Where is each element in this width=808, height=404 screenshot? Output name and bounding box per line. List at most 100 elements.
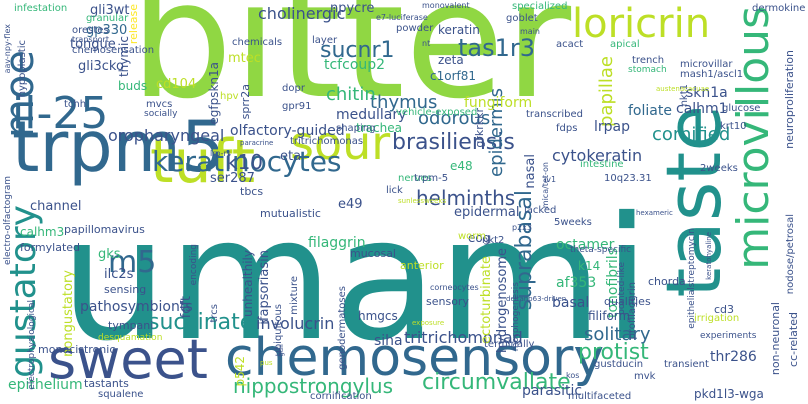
word-cd3: cd3 bbox=[714, 303, 735, 316]
word-gli3wt: gli3wt bbox=[90, 3, 130, 18]
word-cc-related: cc-related bbox=[787, 312, 800, 367]
word-trench: trench bbox=[632, 55, 665, 66]
word-keratinocytes: keratinocytes bbox=[152, 145, 342, 178]
word-encoding: encoding bbox=[189, 244, 199, 286]
word-transient: transient bbox=[664, 359, 709, 370]
word-sour: sour bbox=[290, 116, 391, 170]
word-gks: gks bbox=[98, 247, 121, 262]
word-basal: basal bbox=[552, 295, 590, 311]
word-involucrin: involucrin bbox=[256, 314, 335, 333]
word-genodermatoses: genodermatoses bbox=[337, 286, 348, 370]
word-p542: p542 bbox=[233, 356, 247, 387]
word-chemosensory: chemosensory bbox=[225, 328, 605, 388]
word-shaping: shaping bbox=[336, 123, 376, 134]
word-tbcs: tbcs bbox=[240, 185, 264, 198]
word-ectoturbinate: ectoturbinate bbox=[479, 256, 494, 345]
word-papillae: papillae bbox=[596, 56, 617, 127]
word-electrophysiological: electrophysiological bbox=[27, 300, 37, 390]
word-ifapsoriasin: ifapsoriasin bbox=[257, 250, 272, 325]
word-hypoplastic: hypoplastic bbox=[17, 40, 28, 98]
word-cornified: cornified bbox=[652, 124, 731, 145]
word-epithelium: epithelium bbox=[8, 377, 83, 393]
word-stomach: stomach bbox=[628, 65, 667, 75]
word-powder: powder bbox=[396, 23, 434, 34]
word-p2x3: p2x3 bbox=[512, 223, 532, 232]
word-zeta: zeta bbox=[438, 53, 464, 67]
word-keratin: keratin bbox=[438, 23, 480, 37]
word-non-neuronal: non-neuronal bbox=[769, 302, 782, 376]
word-socially: socially bbox=[144, 109, 178, 119]
word-gp330: gp330 bbox=[86, 23, 128, 38]
word-fungiform: fungiform bbox=[464, 95, 533, 111]
word-5weeks: 5weeks bbox=[554, 217, 592, 228]
word-2weeks: 2weeks bbox=[700, 163, 738, 174]
word-loricrin: loricrin bbox=[572, 1, 711, 47]
word-chemosensation: chemosensation bbox=[72, 45, 155, 56]
word-experiments: experiments bbox=[700, 331, 757, 341]
word-tympani: tympani bbox=[108, 319, 154, 332]
word-calhm3: calhm3 bbox=[20, 225, 65, 239]
word-morphogenesis: morphogenesis bbox=[511, 282, 521, 352]
word-mtec: mtec bbox=[228, 51, 261, 66]
word-pointed-like: pointed-like bbox=[617, 262, 627, 315]
word-tongue: tongue bbox=[70, 37, 116, 52]
word-dopr: dopr bbox=[282, 83, 305, 94]
word-nodose-petrosal: nodose/petrosal bbox=[785, 214, 796, 295]
word-circumvallate: circumvallate bbox=[422, 370, 571, 395]
word-sucnr1: sucnr1 bbox=[320, 38, 395, 63]
word-nt: nt bbox=[422, 39, 431, 48]
word-mvk: mvk bbox=[634, 371, 656, 382]
word-papillomavirus: papillomavirus bbox=[64, 223, 145, 236]
word-sprr2a: sprr2a bbox=[239, 84, 252, 120]
word-channel: channel bbox=[30, 199, 82, 214]
word-infestation: infestation bbox=[14, 3, 68, 14]
word-anterior: anterior bbox=[400, 259, 444, 272]
word-lacked: lacked bbox=[524, 205, 557, 216]
word-buds: buds bbox=[118, 79, 148, 93]
word-octamer: octamer bbox=[556, 237, 615, 253]
word-sensing: sensing bbox=[104, 283, 147, 296]
word-electro-olfactogram: electro-olfactogram bbox=[3, 176, 13, 266]
word-tuft: tuft bbox=[150, 127, 256, 197]
word-fdps: fdps bbox=[556, 123, 578, 134]
word-gustducin: gustducin bbox=[594, 359, 644, 370]
word-acact: acact bbox=[556, 39, 584, 50]
word-profilaggrin: profilaggrin bbox=[627, 282, 638, 340]
word-gli3cko: gli3cko bbox=[78, 59, 124, 74]
word-tchh: tchh bbox=[64, 99, 87, 110]
word-orestes: orestes bbox=[72, 25, 109, 36]
word-thr286: thr286 bbox=[710, 349, 757, 365]
word-hmgcs: hmgcs bbox=[358, 309, 398, 323]
word-nippostrongylus: nippostrongylus bbox=[233, 374, 393, 398]
word-chorda: chorda bbox=[648, 275, 686, 288]
word-transport: transport bbox=[72, 35, 109, 44]
word-squalene: squalene bbox=[98, 389, 144, 400]
word-filiform: filiform bbox=[588, 309, 631, 323]
word-monovalent: monovalent bbox=[422, 1, 470, 10]
word-medullary: medullary bbox=[336, 107, 407, 123]
word-succinate: succinate bbox=[148, 310, 254, 335]
word-mixture: mixture bbox=[289, 276, 300, 315]
word-aav-npy-flex: aav-npy-flex bbox=[3, 24, 12, 74]
word-thymus: thymus bbox=[370, 92, 438, 113]
word-m5: m5 bbox=[108, 245, 157, 280]
word-parasitic: parasitic bbox=[522, 383, 583, 399]
word-theta-specific: theta-specific bbox=[570, 245, 632, 255]
word-oropharyngeal: oropharyngeal bbox=[108, 126, 225, 145]
word-microvillous: microvillous bbox=[728, 6, 779, 270]
word-specialized: specialized bbox=[512, 1, 568, 12]
word-lick: lick bbox=[386, 185, 403, 196]
word-calhm1: calhm1 bbox=[676, 101, 728, 117]
word-monocistronic: monocistronic bbox=[38, 343, 116, 356]
word-k10: k10 bbox=[226, 150, 264, 174]
word-tcfcoup2: tcfcoup2 bbox=[324, 57, 386, 73]
word-goblet: goblet bbox=[506, 13, 538, 24]
word-tas1r3: tas1r3 bbox=[458, 34, 536, 62]
word-kos: kos bbox=[566, 371, 580, 380]
word-qualities: qualities bbox=[604, 295, 651, 308]
word-nasal: nasal bbox=[523, 154, 538, 189]
word-10q23.31: 10q23.31 bbox=[604, 173, 652, 184]
word-worm: worm bbox=[458, 231, 486, 242]
word-krt10: krt10 bbox=[720, 121, 747, 132]
